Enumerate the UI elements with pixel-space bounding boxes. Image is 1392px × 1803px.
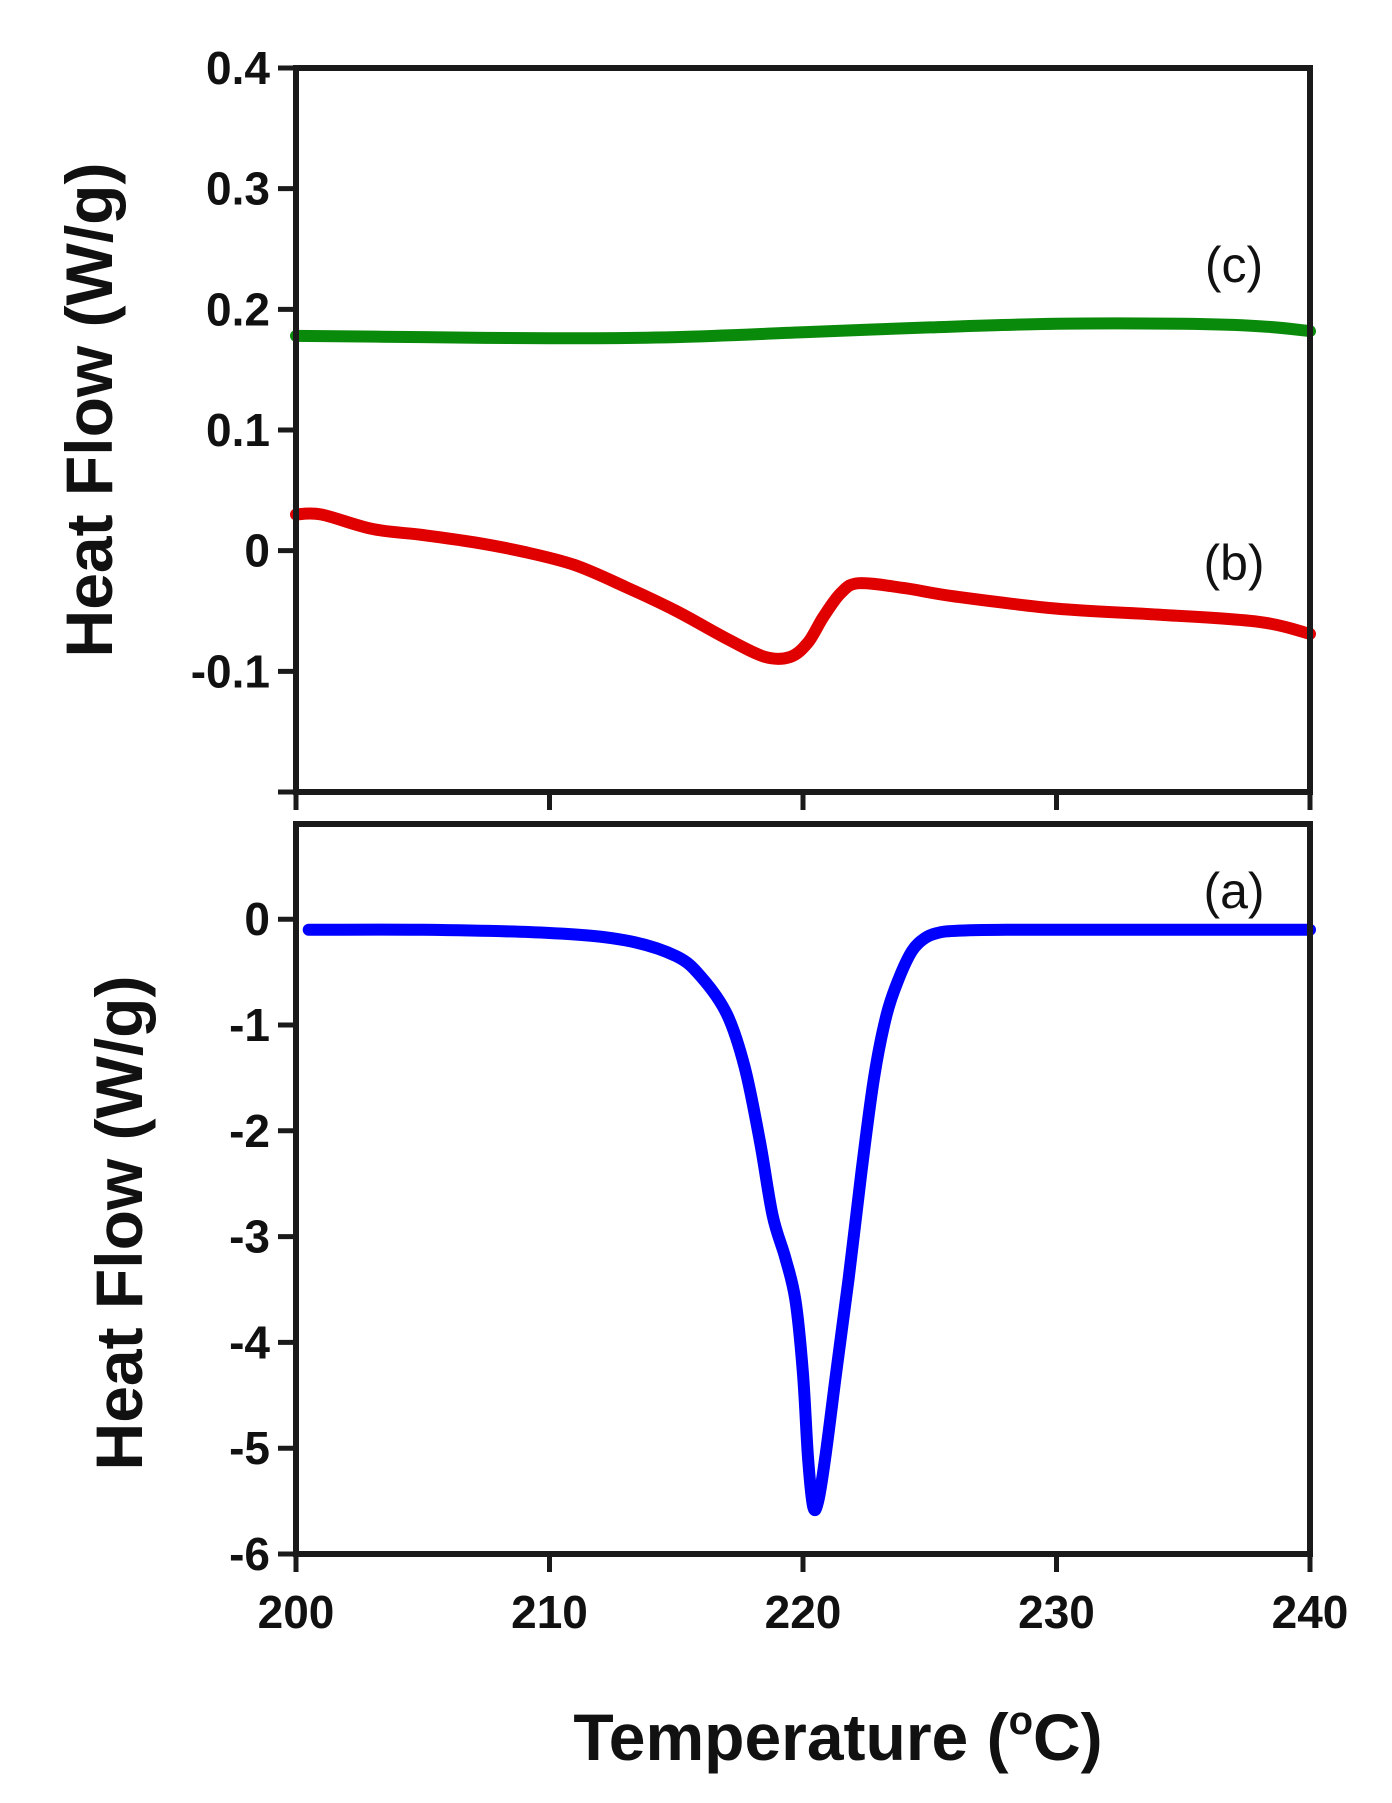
top-y-tick-label: 0.4 (206, 42, 270, 94)
x-axis-title-superscript: o (1009, 1699, 1033, 1743)
x-tick-label: 240 (1272, 1586, 1349, 1638)
top-y-tick-label: 0 (244, 525, 270, 577)
x-tick-label: 230 (1018, 1586, 1095, 1638)
bottom-curves (302, 923, 1316, 1517)
bottom-y-tick-label: -6 (229, 1528, 270, 1580)
x-tick-label: 200 (258, 1586, 335, 1638)
top-y-ticks: -0.1 0 0.1 0.2 0.3 0.4 (191, 42, 296, 795)
bottom-panel: -6 -5 -4 -3 -2 -1 0 200 210 220 230 240 Heat Flow … (82, 821, 1349, 1638)
series-line-c (290, 317, 1316, 345)
series-line-b (290, 507, 1316, 665)
bottom-y-tick-label: -4 (229, 1316, 270, 1368)
top-y-axis-title: Heat Flow (W/g) (52, 163, 126, 658)
x-tick-label: 210 (511, 1586, 588, 1638)
top-panel: -0.1 0 0.1 0.2 0.3 0.4 Heat Flow (W/g) (c) (b… (52, 42, 1316, 810)
bottom-y-axis-title: Heat Flow (W/g) (82, 976, 156, 1471)
top-y-tick-label: 0.1 (206, 404, 270, 456)
curve-label-c: (c) (1205, 237, 1263, 293)
series-line-a (302, 923, 1316, 1517)
bottom-y-tick-label: -3 (229, 1211, 270, 1263)
bottom-y-tick-label: 0 (244, 893, 270, 945)
bottom-y-tick-label: -5 (229, 1422, 270, 1474)
top-y-tick-label: -0.1 (191, 645, 270, 697)
top-y-tick-label: 0.3 (206, 163, 270, 215)
curve-label-a: (a) (1203, 863, 1264, 919)
x-axis-title-unit: C) (1033, 1700, 1103, 1774)
x-axis-title-main: Temperature ( (573, 1700, 1008, 1774)
top-curves (290, 317, 1316, 665)
x-axis-title: Temperature (oC) (573, 1699, 1102, 1774)
bottom-y-ticks: -6 -5 -4 -3 -2 -1 0 (229, 893, 296, 1580)
x-tick-label: 220 (765, 1586, 842, 1638)
bottom-y-tick-label: -1 (229, 999, 270, 1051)
top-x-ticks (293, 792, 1313, 810)
curve-label-b: (b) (1203, 535, 1264, 591)
bottom-y-tick-label: -2 (229, 1105, 270, 1157)
top-y-tick-label: 0.2 (206, 283, 270, 335)
bottom-x-ticks: 200 210 220 230 240 (258, 1554, 1349, 1638)
